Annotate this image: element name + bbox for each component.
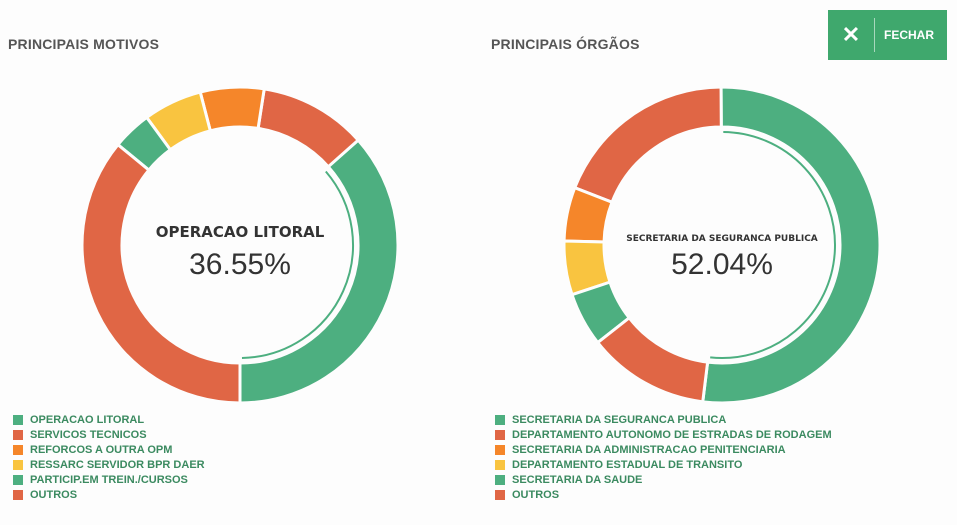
segment-highlight-arc [241, 170, 354, 359]
legend-label: SERVICOS TECNICOS [30, 428, 147, 441]
legend-label: DEPARTAMENTO AUTONOMO DE ESTRADAS DE ROD… [512, 428, 832, 441]
legend-label: SECRETARIA DA ADMINISTRACAO PENITENCIARI… [512, 443, 786, 456]
center-value: 52.04% [671, 248, 773, 281]
legend-swatch [13, 459, 23, 470]
legend-label: RESSARC SERVIDOR BPR DAER [30, 458, 205, 471]
legend-label: PARTICIP.EM TREIN./CURSOS [30, 473, 188, 486]
close-icon: ✕ [841, 22, 861, 47]
legend-swatch [13, 474, 23, 485]
legend-swatch [495, 444, 505, 455]
legend-swatch [495, 414, 505, 425]
legend-item[interactable]: OUTROS [13, 487, 205, 502]
legend-label: OUTROS [512, 488, 560, 501]
donut-segment[interactable] [238, 138, 400, 405]
legend-swatch [13, 414, 23, 425]
legend-item[interactable]: SERVICOS TECNICOS [13, 427, 205, 442]
donut-chart-motivos: OPERACAO LITORAL 36.55% [80, 85, 400, 405]
donut-segment[interactable] [256, 87, 361, 169]
legend-item[interactable]: OUTROS [495, 487, 832, 502]
legend-item[interactable]: DEPARTAMENTO AUTONOMO DE ESTRADAS DE ROD… [495, 427, 832, 442]
legend-label: REFORCOS A OUTRA OPM [30, 443, 173, 456]
legend-label: OUTROS [30, 488, 78, 501]
center-label: SECRETARIA DA SEGURANCA PUBLICA [626, 234, 818, 244]
center-label: OPERACAO LITORAL [156, 223, 325, 241]
donut-segment[interactable] [80, 142, 242, 405]
legend-swatch [13, 429, 23, 440]
segment-highlight-arc [710, 131, 836, 359]
legend-motivos: OPERACAO LITORAL SERVICOS TECNICOS REFORCO… [13, 412, 205, 502]
divider [874, 18, 875, 52]
legend-swatch [495, 489, 505, 500]
legend-swatch [495, 429, 505, 440]
legend-item[interactable]: SECRETARIA DA SAUDE [495, 472, 832, 487]
close-button-label: FECHAR [884, 28, 934, 42]
legend-item[interactable]: SECRETARIA DA ADMINISTRACAO PENITENCIARI… [495, 442, 832, 457]
legend-item[interactable]: DEPARTAMENTO ESTADUAL DE TRANSITO [495, 457, 832, 472]
legend-label: SECRETARIA DA SEGURANCA PUBLICA [512, 413, 727, 426]
legend-swatch [495, 459, 505, 470]
legend-label: OPERACAO LITORAL [30, 413, 145, 426]
donut-chart-orgaos: SECRETARIA DA SEGURANCA PUBLICA 52.04% [562, 85, 882, 405]
legend-label: DEPARTAMENTO ESTADUAL DE TRANSITO [512, 458, 743, 471]
legend-item[interactable]: OPERACAO LITORAL [13, 412, 205, 427]
close-button[interactable]: ✕ FECHAR [828, 10, 947, 60]
legend-label: SECRETARIA DA SAUDE [512, 473, 643, 486]
legend-item[interactable]: RESSARC SERVIDOR BPR DAER [13, 457, 205, 472]
chart-title-orgaos: PRINCIPAIS ÓRGÃOS [491, 36, 640, 52]
legend-swatch [13, 489, 23, 500]
legend-swatch [495, 474, 505, 485]
center-value: 36.55% [189, 248, 291, 281]
legend-orgaos: SECRETARIA DA SEGURANCA PUBLICA DEPARTAME… [495, 412, 832, 502]
legend-item[interactable]: REFORCOS A OUTRA OPM [13, 442, 205, 457]
legend-swatch [13, 444, 23, 455]
donut-segment[interactable] [595, 315, 710, 404]
donut-segment[interactable] [701, 85, 882, 405]
legend-item[interactable]: PARTICIP.EM TREIN./CURSOS [13, 472, 205, 487]
donut-segment[interactable] [572, 85, 723, 205]
legend-item[interactable]: SECRETARIA DA SEGURANCA PUBLICA [495, 412, 832, 427]
chart-title-motivos: PRINCIPAIS MOTIVOS [8, 36, 160, 52]
